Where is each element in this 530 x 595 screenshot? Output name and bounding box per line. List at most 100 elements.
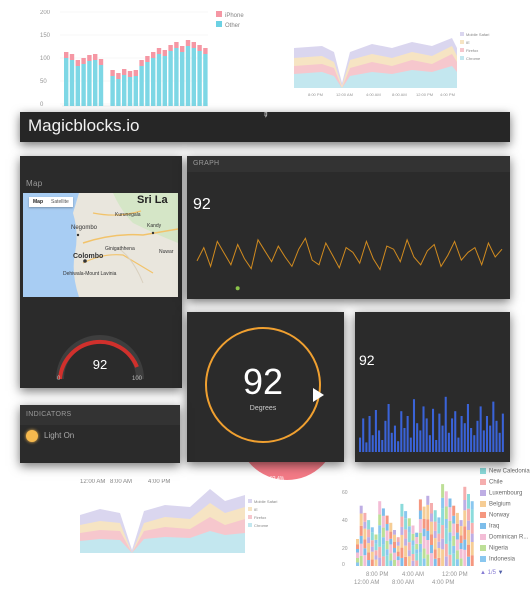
- bg-bar-segment: [359, 543, 363, 556]
- legend-item: Belgium: [480, 501, 511, 508]
- tick: 8:00 AM: [110, 479, 133, 485]
- bg-bar-segment: [385, 549, 389, 556]
- legend-pager[interactable]: ▲ 1/5 ▼: [480, 570, 504, 576]
- bar: [435, 440, 438, 452]
- bg-bar-top: [87, 55, 92, 61]
- bg-bar-segment: [359, 505, 363, 514]
- bg-bar-segment: [374, 534, 378, 540]
- bar: [422, 406, 425, 452]
- tick: 200: [40, 10, 51, 16]
- bg-bar-segment: [359, 555, 363, 566]
- map-view[interactable]: Map Satellite Sri La Kurunegala Negombo …: [23, 193, 178, 297]
- bar: [387, 404, 390, 452]
- bg-bar-segment: [374, 543, 378, 551]
- bg-bar-top: [64, 52, 69, 58]
- bg-bar-segment: [426, 540, 430, 555]
- bg-bar-segment: [356, 539, 359, 545]
- legend-ie: IE: [466, 40, 470, 45]
- bg-bar-segment: [389, 560, 393, 566]
- bg-bar-segment: [389, 544, 393, 554]
- bg-bar-segment: [437, 517, 441, 524]
- legend-item: Norway: [480, 512, 509, 519]
- bg-bar-segment: [441, 497, 445, 509]
- bg-bar-segment: [381, 537, 385, 545]
- bar: [416, 423, 419, 452]
- satellite-button[interactable]: Satellite: [51, 199, 69, 205]
- bg-bar-segment: [448, 532, 452, 541]
- degrees-value: 92: [242, 361, 284, 402]
- bg-bar-segment: [448, 507, 452, 521]
- bg-bar-segment: [430, 545, 433, 554]
- bg-bar: [180, 52, 185, 106]
- bg-bar-segment: [385, 555, 389, 566]
- bar: [463, 423, 466, 452]
- bg-bar-segment: [470, 522, 474, 534]
- tick: 12:00 AM: [80, 479, 106, 485]
- bg-bar-segment: [441, 508, 445, 526]
- bg-bar-segment: [459, 543, 463, 549]
- map-place-label: Negombo: [71, 225, 98, 231]
- bg-bar-segment: [459, 558, 463, 566]
- bar: [501, 413, 504, 452]
- bg-bar-segment: [370, 532, 374, 541]
- play-icon[interactable]: [313, 388, 324, 402]
- bg-bar-segment: [378, 525, 382, 534]
- bg-bar-top: [93, 54, 98, 60]
- bg-bar-segment: [448, 521, 452, 533]
- bars-panel: 92: [355, 312, 510, 462]
- bg-bar-segment: [463, 526, 467, 540]
- bg-bar-segment: [396, 556, 400, 561]
- tick: 4:00 AM: [366, 92, 381, 97]
- bg-bar-segment: [404, 556, 408, 566]
- bg-country-svg: 60 40 20 0 8:00 PM 4:00 AM 12:00 PM 12:0…: [342, 484, 474, 586]
- bg-bar-segment: [415, 560, 419, 566]
- bg-bar: [64, 58, 69, 106]
- bg-bar-segment: [374, 539, 378, 544]
- bg-bar-segment: [359, 525, 363, 536]
- bar: [492, 401, 495, 452]
- bar: [393, 425, 396, 452]
- bg-bar-segment: [437, 541, 441, 548]
- bar: [406, 416, 409, 452]
- bg-bar-segment: [367, 529, 371, 538]
- bg-bar-segment: [455, 523, 459, 533]
- degrees-panel: 92 Degrees: [187, 312, 344, 462]
- bg-bar-segment: [404, 511, 408, 519]
- bg-bar-segment: [367, 543, 371, 553]
- bg-bar-segment: [422, 518, 426, 529]
- bg-country-stacked-chart: 60 40 20 0 8:00 PM 4:00 AM 12:00 PM 12:0…: [340, 462, 530, 590]
- bg-bar-segment: [407, 550, 411, 557]
- degrees-ring: [205, 327, 321, 443]
- bg-bar: [139, 66, 144, 106]
- bg-bar-segment: [415, 537, 419, 544]
- bars-value: 92: [359, 352, 375, 368]
- bg-bar-segment: [455, 550, 459, 560]
- map-button[interactable]: Map: [33, 199, 43, 205]
- indicators-panel: INDICATORS Light On: [20, 405, 180, 463]
- map-place-label: Colombo: [73, 253, 104, 260]
- line-point: [235, 286, 240, 291]
- bg-bar-segment: [467, 494, 470, 509]
- legend-chrome-2: Chrome: [254, 523, 269, 528]
- bg-bar-segment: [404, 518, 408, 530]
- bar: [457, 437, 460, 452]
- bg-bar-segment: [430, 503, 433, 514]
- bg-bar-segment: [448, 498, 452, 508]
- bg-bar-segment: [400, 557, 404, 566]
- bg-bar-segment: [393, 530, 396, 535]
- bg-bar-segment: [363, 539, 367, 549]
- bg-bar-top: [133, 70, 138, 76]
- bg-bar-segment: [444, 556, 448, 566]
- line-series: [196, 237, 503, 271]
- bar: [432, 408, 435, 452]
- bg-bar: [203, 54, 208, 106]
- legend-safari-2: Mobile Safari: [254, 499, 277, 504]
- bg-bar-segment: [400, 547, 404, 558]
- bg-bar-segment: [426, 519, 430, 531]
- bg-bar: [75, 66, 80, 106]
- bar: [403, 428, 406, 452]
- bg-bar-segment: [415, 543, 419, 550]
- bg-bar-top: [98, 59, 104, 65]
- bg-bar-segment: [467, 508, 470, 521]
- bg-bar-top: [197, 45, 202, 51]
